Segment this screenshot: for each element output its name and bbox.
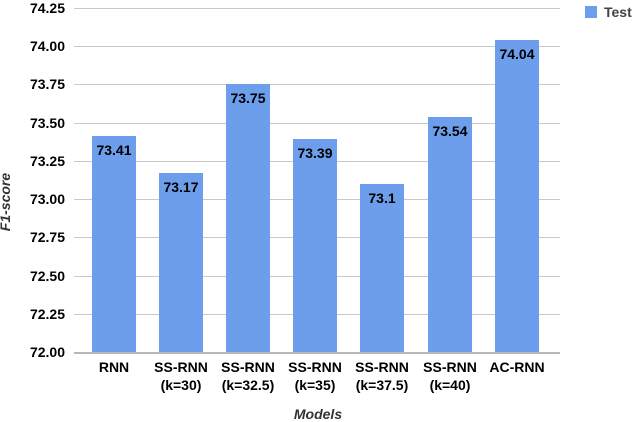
y-tick-label: 73.75 — [29, 76, 65, 92]
gridline — [74, 46, 560, 47]
x-axis-category-line: SS-RNN — [154, 359, 208, 375]
bar-value-label: 73.17 — [163, 179, 199, 195]
y-tick-label: 74.25 — [29, 0, 65, 16]
y-tick-label: 74.00 — [29, 38, 65, 54]
legend-swatch-icon — [585, 6, 597, 18]
x-axis-category-line: (k=35) — [294, 377, 336, 393]
x-axis-category-line: RNN — [98, 359, 130, 375]
x-axis-category-label: SS-RNN (k=40) — [404, 358, 496, 394]
x-axis-category-line: (k=30) — [160, 377, 202, 393]
bar: 73.41 — [92, 136, 136, 352]
x-axis-category-line: SS-RNN — [221, 359, 275, 375]
x-axis-category-line: (k=37.5) — [355, 377, 409, 393]
y-tick-label: 72.25 — [29, 306, 65, 322]
bar-value-label: 73.41 — [96, 142, 132, 158]
x-axis-category-label: SS-RNN (k=30) — [135, 358, 227, 394]
gridline — [74, 123, 560, 124]
x-axis-category-line: AC-RNN — [489, 359, 545, 375]
x-axis-category-line: SS-RNN — [423, 359, 477, 375]
bar: 73.17 — [159, 173, 203, 352]
x-axis-category-label: RNN — [68, 358, 160, 376]
bar-value-label: 73.1 — [368, 190, 396, 206]
y-tick-label: 72.00 — [29, 344, 65, 360]
x-axis-line — [74, 352, 560, 354]
bar: 73.54 — [428, 117, 472, 352]
x-axis-category-line: (k=40) — [429, 377, 471, 393]
y-tick-label: 73.50 — [29, 115, 65, 131]
bar: 73.75 — [226, 84, 270, 352]
y-tick-label: 72.50 — [29, 268, 65, 284]
y-tick-label: 73.25 — [29, 153, 65, 169]
legend: Test — [585, 4, 632, 20]
x-axis-category-line: (k=32.5) — [221, 377, 275, 393]
bar: 74.04 — [495, 40, 539, 352]
x-axis-title: Models — [293, 406, 343, 422]
x-axis-category-label: SS-RNN (k=35) — [269, 358, 361, 394]
gridline — [74, 84, 560, 85]
bar: 73.1 — [360, 184, 404, 352]
x-axis-category-label: SS-RNN (k=37.5) — [336, 358, 428, 394]
bar-value-label: 74.04 — [499, 46, 535, 62]
bar-value-label: 73.75 — [230, 90, 266, 106]
bar-value-label: 73.39 — [297, 145, 333, 161]
bar-value-label: 73.54 — [432, 123, 468, 139]
x-axis-category-line: SS-RNN — [355, 359, 409, 375]
gridline — [74, 8, 560, 9]
legend-label: Test — [604, 4, 632, 20]
y-tick-label: 73.00 — [29, 191, 65, 207]
x-axis-category-line: SS-RNN — [288, 359, 342, 375]
y-tick-label: 72.75 — [29, 229, 65, 245]
bar: 73.39 — [293, 139, 337, 352]
x-axis-category-label: SS-RNN (k=32.5) — [202, 358, 294, 394]
x-axis-category-label: AC-RNN — [471, 358, 563, 376]
